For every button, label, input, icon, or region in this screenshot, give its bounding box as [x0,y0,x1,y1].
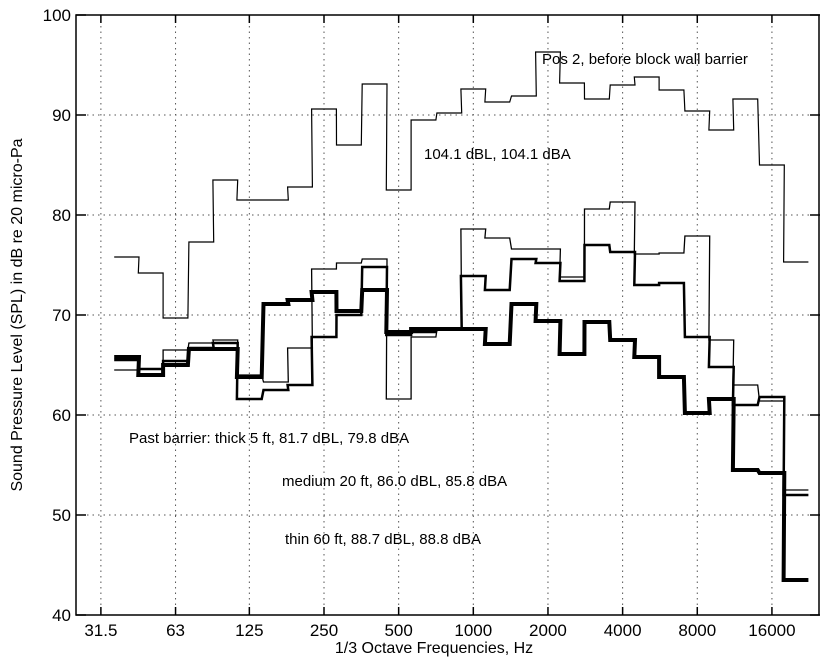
x-tick-label: 63 [166,621,185,640]
y-tick-label: 70 [52,306,71,325]
x-tick-label: 16000 [748,621,795,640]
series-line-1 [114,51,809,319]
x-tick-label: 250 [310,621,338,640]
annotation-pos2-levels: 104.1 dBL, 104.1 dBA [424,146,571,163]
series-line-3 [114,243,809,497]
y-tick-label: 50 [52,506,71,525]
annotation-pos2: Pos 2, before block wall barrier [542,51,748,68]
y-tick-label: 80 [52,206,71,225]
x-tick-label: 2000 [529,621,567,640]
x-tick-label: 1000 [454,621,492,640]
y-tick-label: 60 [52,406,71,425]
x-axis-title: 1/3 Octave Frequencies, Hz [335,640,533,657]
grid [76,15,820,615]
y-axis-title: Sound Pressure Level (SPL) in dB re 20 m… [9,138,26,491]
series-group [114,51,809,582]
x-tick-label: 4000 [604,621,642,640]
y-tick-label: 100 [43,6,71,25]
annotations: Pos 2, before block wall barrier 104.1 d… [129,51,748,548]
y-tick-label: 40 [52,606,71,625]
x-tick-label: 31.5 [84,621,117,640]
annotation-thick: Past barrier: thick 5 ft, 81.7 dBL, 79.8… [129,430,409,447]
x-tick-label: 8000 [678,621,716,640]
series-line-4 [114,288,809,582]
axis-ticks: 31.5 63 125 250 500 1000 2000 4000 8000 16000 40 50… [43,6,820,640]
y-tick-label: 90 [52,106,71,125]
x-tick-label: 125 [235,621,263,640]
annotation-thin: thin 60 ft, 88.7 dBL, 88.8 dBA [285,531,481,548]
annotation-medium: medium 20 ft, 86.0 dBL, 85.8 dBA [282,473,507,490]
x-tick-label: 500 [384,621,412,640]
